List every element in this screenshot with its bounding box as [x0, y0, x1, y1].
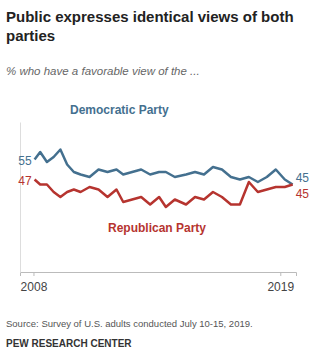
x-tick: 2008 [21, 272, 48, 294]
line [35, 150, 293, 185]
plot-area [35, 150, 293, 208]
x-tick-mark [33, 272, 34, 276]
x-tick-label: 2019 [267, 280, 294, 294]
subtitle: % who have a favorable view of the ... [6, 65, 200, 77]
y-axis-line [20, 123, 21, 273]
credit: PEW RESEARCH CENTER [6, 338, 132, 349]
x-tick: 2019 [267, 272, 294, 294]
x-axis-line [21, 273, 297, 277]
data-label: 55 [18, 154, 32, 168]
x-tick-label: 2008 [21, 280, 48, 294]
series-label: Republican Party [108, 221, 206, 235]
line [35, 180, 293, 208]
source: Source: Survey of U.S. adults conducted … [6, 318, 253, 329]
data-label: 45 [296, 187, 310, 201]
y-axis [20, 123, 21, 273]
data-label: 45 [296, 171, 310, 185]
series-label: Democratic Party [70, 103, 169, 117]
title: Public expresses identical views of both… [6, 8, 294, 44]
x-tick-mark [280, 272, 281, 276]
x-axis: 2008 2019 [21, 272, 297, 294]
data-label: 47 [18, 174, 32, 188]
chart: Public expresses identical views of both… [0, 0, 318, 358]
